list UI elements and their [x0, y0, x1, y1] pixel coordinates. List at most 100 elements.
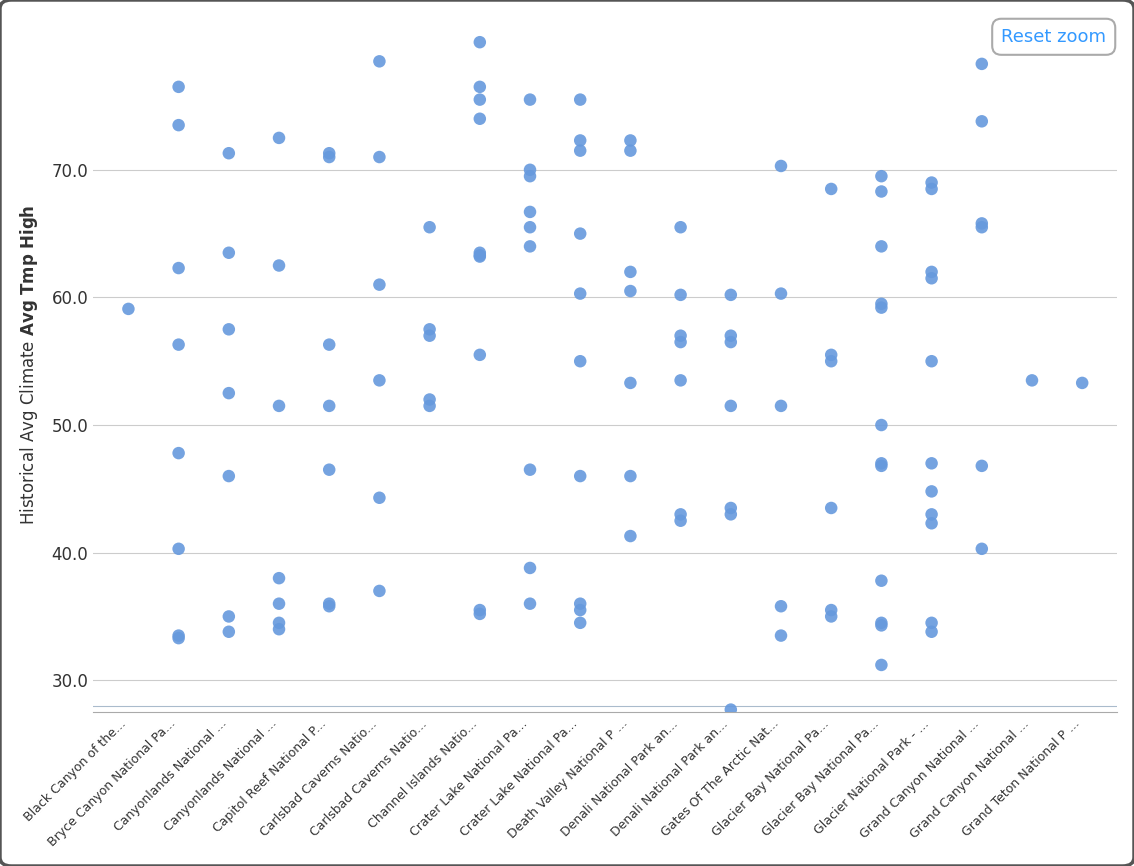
- Point: [170, 542, 188, 556]
- Point: [220, 469, 238, 483]
- Point: [320, 146, 338, 160]
- Point: [572, 354, 590, 368]
- Point: [572, 227, 590, 241]
- Point: [822, 354, 840, 368]
- Point: [721, 329, 739, 343]
- Point: [371, 491, 389, 505]
- Point: [822, 501, 840, 515]
- Point: [772, 599, 790, 613]
- Point: [721, 288, 739, 301]
- Point: [923, 616, 941, 630]
- Point: [923, 182, 941, 196]
- Point: [572, 603, 590, 617]
- Point: [872, 456, 890, 470]
- Point: [572, 287, 590, 301]
- Point: [872, 616, 890, 630]
- Point: [270, 572, 288, 585]
- Point: [471, 607, 489, 621]
- Point: [973, 459, 991, 473]
- Point: [471, 246, 489, 260]
- Point: [421, 322, 439, 336]
- Point: [220, 146, 238, 160]
- Point: [872, 239, 890, 253]
- Y-axis label: Historical Avg Climate $\bf{Avg\ Tmp\ High}$: Historical Avg Climate $\bf{Avg\ Tmp\ Hi…: [18, 204, 41, 525]
- Point: [170, 446, 188, 460]
- Point: [671, 507, 689, 521]
- Point: [170, 80, 188, 94]
- Point: [772, 287, 790, 301]
- Point: [872, 297, 890, 311]
- Point: [170, 629, 188, 643]
- Point: [822, 348, 840, 362]
- Point: [471, 249, 489, 262]
- Point: [320, 399, 338, 413]
- Text: Reset zoom: Reset zoom: [1001, 28, 1107, 46]
- Point: [973, 220, 991, 234]
- Point: [471, 93, 489, 107]
- Point: [923, 176, 941, 190]
- Point: [371, 55, 389, 68]
- Point: [320, 150, 338, 164]
- Point: [772, 629, 790, 643]
- Point: [521, 163, 539, 177]
- Point: [220, 610, 238, 624]
- Point: [671, 288, 689, 301]
- Point: [923, 354, 941, 368]
- Point: [371, 150, 389, 164]
- Point: [521, 93, 539, 107]
- Point: [270, 131, 288, 145]
- Point: [471, 36, 489, 49]
- Point: [923, 507, 941, 521]
- Point: [872, 418, 890, 432]
- Point: [220, 322, 238, 336]
- Point: [220, 246, 238, 260]
- Point: [521, 239, 539, 253]
- Point: [822, 603, 840, 617]
- Point: [471, 348, 489, 362]
- Point: [923, 456, 941, 470]
- Point: [572, 469, 590, 483]
- Point: [872, 574, 890, 588]
- Point: [320, 599, 338, 613]
- Point: [872, 184, 890, 198]
- Point: [923, 625, 941, 639]
- Point: [371, 584, 389, 598]
- Point: [170, 631, 188, 645]
- Point: [421, 399, 439, 413]
- Point: [572, 144, 590, 158]
- Point: [572, 93, 590, 107]
- Point: [471, 80, 489, 94]
- Point: [170, 119, 188, 132]
- Point: [572, 616, 590, 630]
- Point: [872, 658, 890, 672]
- Point: [270, 616, 288, 630]
- Point: [521, 462, 539, 476]
- Point: [371, 278, 389, 292]
- Point: [621, 144, 640, 158]
- Point: [371, 373, 389, 387]
- Point: [621, 265, 640, 279]
- Point: [923, 484, 941, 498]
- Point: [721, 702, 739, 716]
- Point: [621, 284, 640, 298]
- Point: [721, 501, 739, 515]
- Point: [772, 159, 790, 173]
- Point: [923, 271, 941, 285]
- Point: [872, 618, 890, 632]
- Point: [119, 302, 137, 316]
- Point: [923, 516, 941, 530]
- Point: [521, 205, 539, 219]
- Point: [421, 392, 439, 406]
- Point: [521, 220, 539, 234]
- Point: [471, 603, 489, 617]
- Point: [572, 597, 590, 611]
- Point: [421, 329, 439, 343]
- Point: [872, 459, 890, 473]
- Point: [270, 399, 288, 413]
- Point: [1023, 373, 1041, 387]
- Point: [822, 182, 840, 196]
- Point: [671, 220, 689, 234]
- Point: [973, 57, 991, 71]
- Point: [621, 133, 640, 147]
- Point: [270, 623, 288, 637]
